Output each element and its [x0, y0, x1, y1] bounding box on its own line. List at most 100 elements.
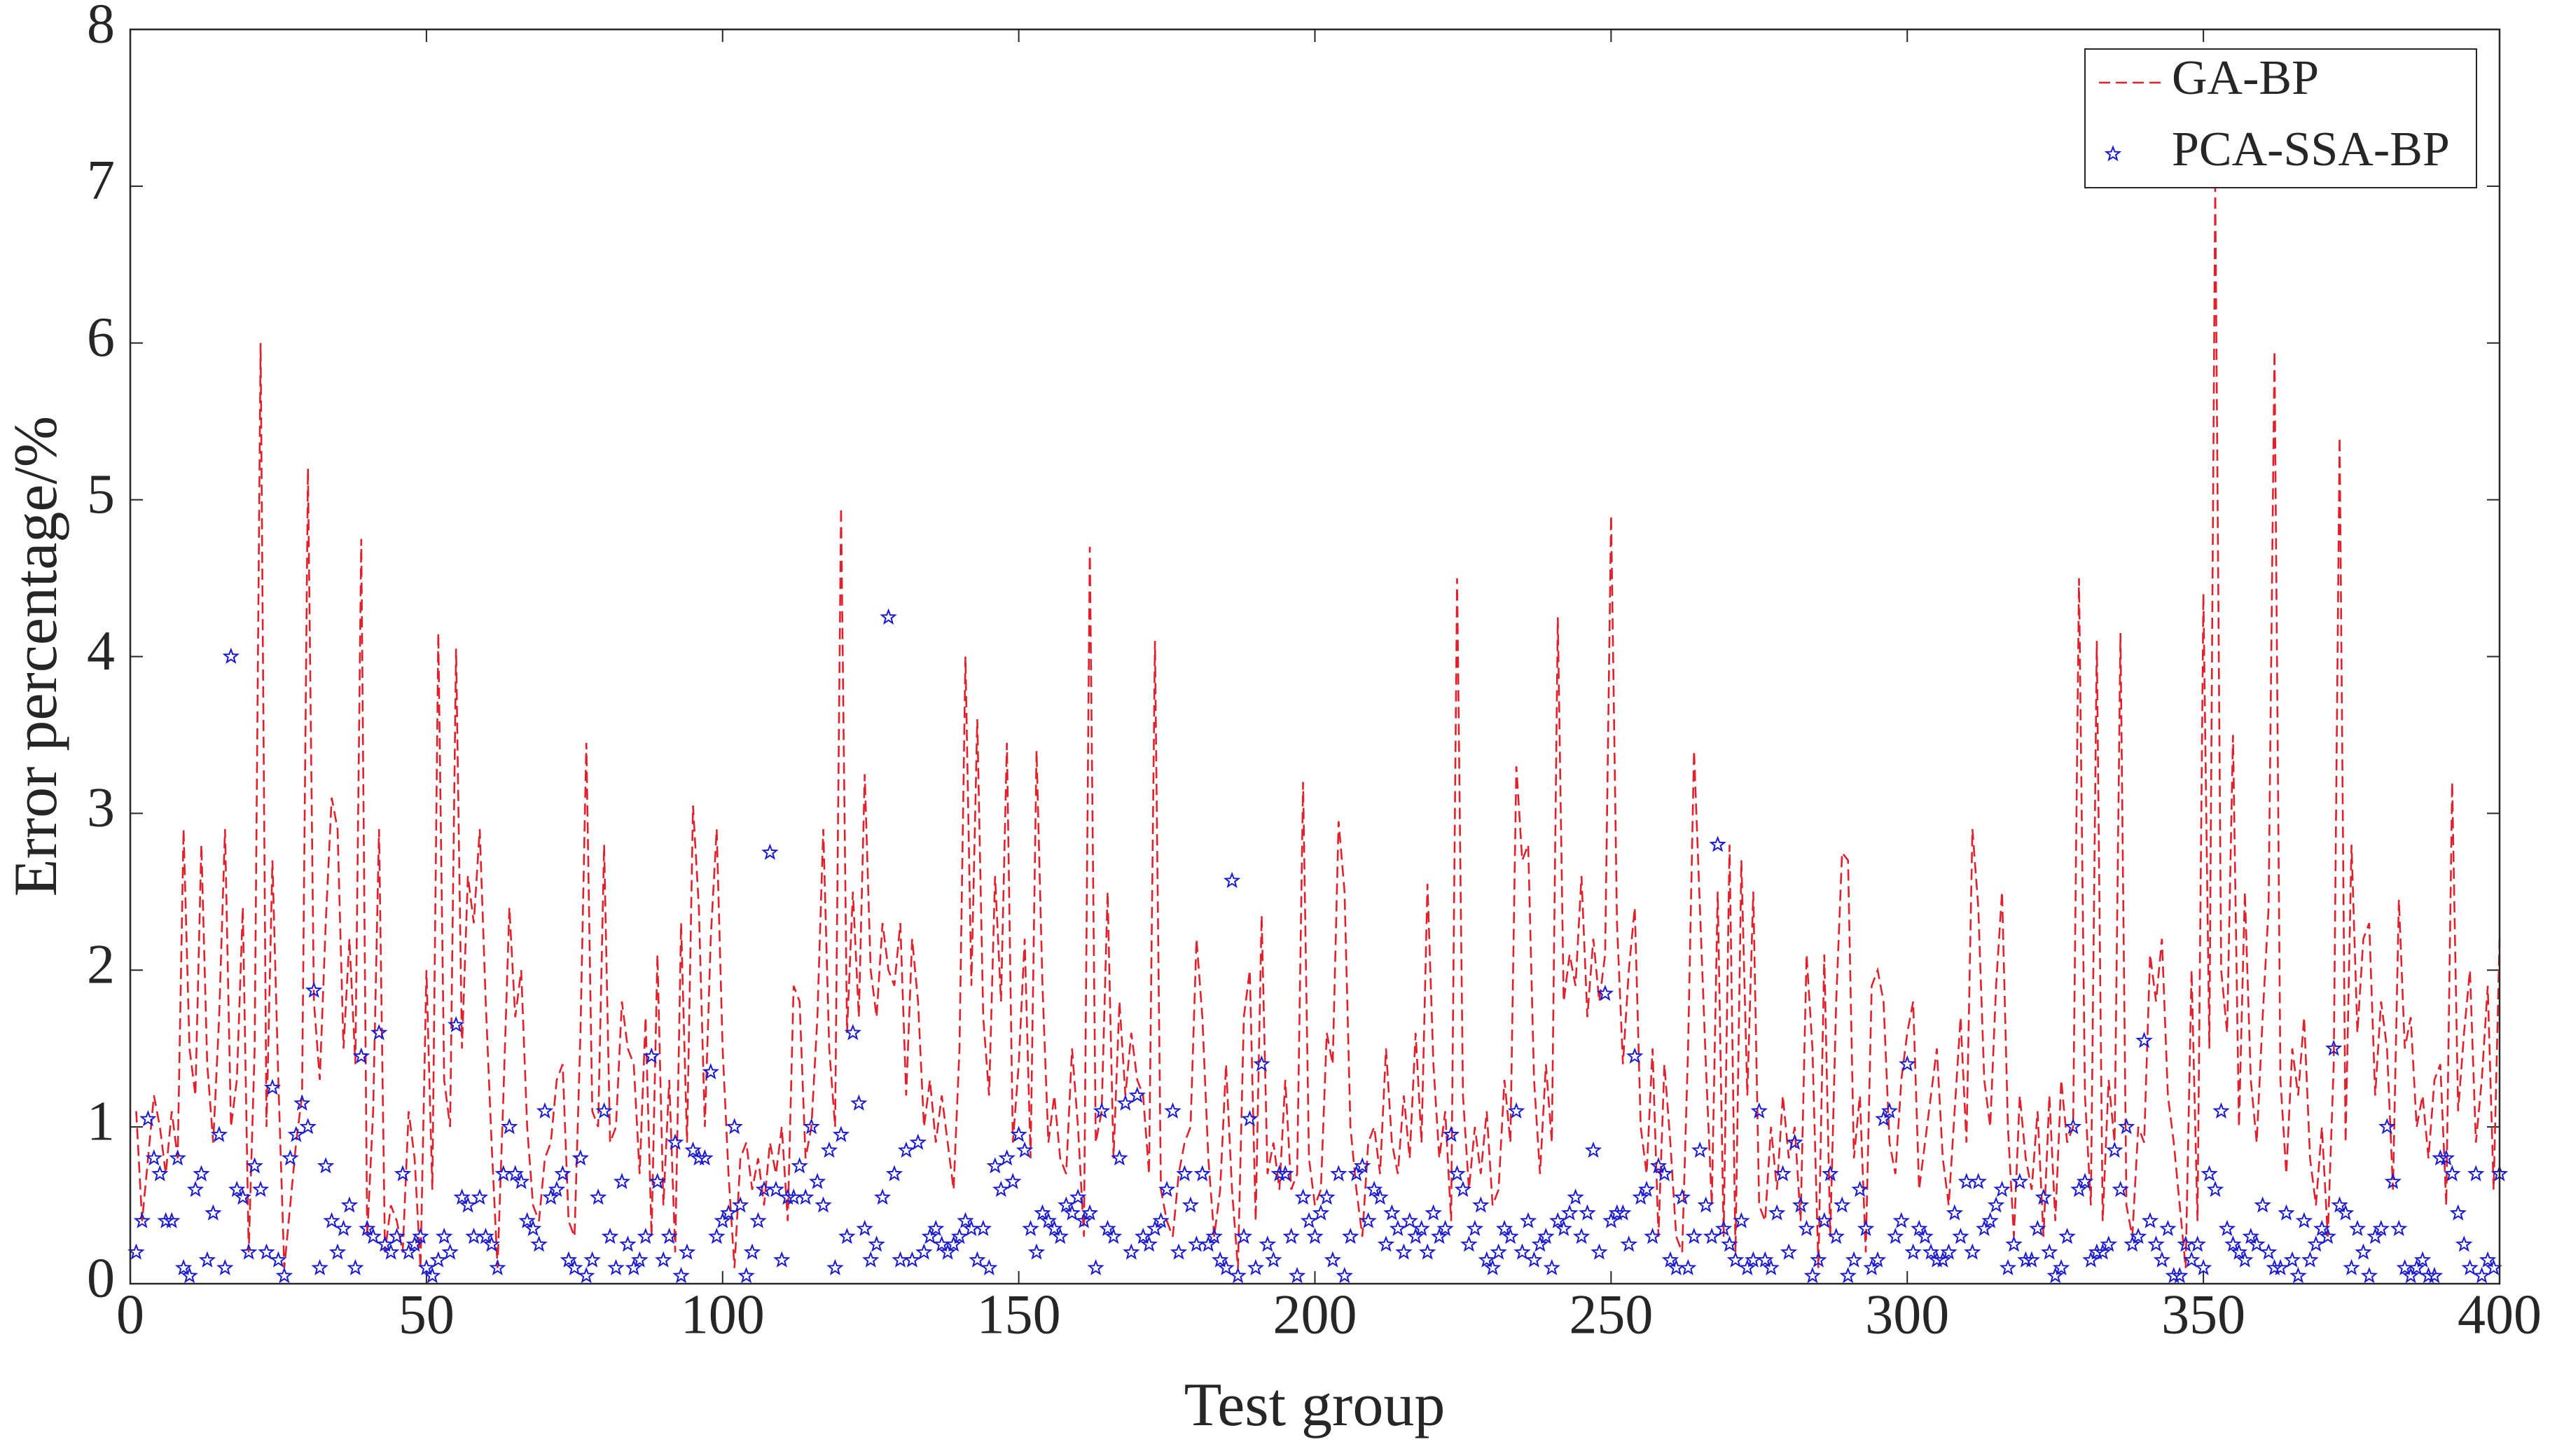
- star-marker: [1596, 984, 1614, 1001]
- star-marker: [903, 1251, 921, 1268]
- star-marker: [1762, 1259, 1780, 1276]
- star-marker: [2189, 1235, 2206, 1252]
- star-marker: [1863, 1259, 1880, 1276]
- star-marker: [1721, 1235, 1738, 1252]
- star-marker: [2153, 1251, 2171, 1268]
- star-marker: [832, 1125, 850, 1142]
- star-marker: [1774, 1165, 1792, 1181]
- star-marker: [222, 647, 240, 664]
- star-marker: [1353, 1157, 1371, 1174]
- star-marker: [305, 981, 323, 998]
- star-marker: [1359, 1212, 1377, 1228]
- star-marker: [1288, 1266, 1306, 1284]
- star-marker: [2367, 1227, 2384, 1244]
- star-marker: [2230, 1243, 2248, 1260]
- star-marker: [2011, 1172, 2029, 1189]
- star-marker: [583, 1251, 601, 1268]
- star-marker: [980, 1259, 998, 1276]
- star-marker: [672, 1266, 690, 1284]
- star-marker: [554, 1165, 571, 1181]
- star-marker: [613, 1172, 631, 1189]
- x-tick-label: 0: [116, 1284, 144, 1345]
- star-marker: [1685, 1227, 1703, 1244]
- star-marker: [696, 1149, 714, 1166]
- star-marker: [1833, 1196, 1851, 1213]
- y-tick-label: 0: [87, 1247, 115, 1309]
- star-marker: [2360, 1266, 2378, 1284]
- star-marker: [2271, 1259, 2289, 1276]
- star-marker: [1282, 1227, 1300, 1244]
- star-marker: [601, 1227, 619, 1244]
- star-marker: [1039, 1212, 1058, 1228]
- star-marker: [1738, 1259, 1756, 1276]
- star-marker: [2070, 1180, 2088, 1198]
- star-marker: [1389, 1219, 1407, 1237]
- star-marker: [1436, 1219, 1454, 1237]
- star-marker: [1235, 1227, 1253, 1244]
- star-marker: [530, 1235, 548, 1252]
- star-marker: [2076, 1172, 2094, 1189]
- star-marker: [1205, 1227, 1223, 1244]
- star-marker: [1383, 1204, 1401, 1221]
- star-marker: [370, 1023, 388, 1041]
- star-marker: [1347, 1165, 1365, 1181]
- star-marker: [2147, 1235, 2165, 1252]
- star-marker: [998, 1149, 1016, 1166]
- star-marker: [1069, 1188, 1087, 1205]
- star-marker: [1401, 1212, 1419, 1228]
- star-marker: [145, 1149, 163, 1166]
- star-marker: [1502, 1227, 1519, 1244]
- star-marker: [2194, 1259, 2212, 1276]
- legend-label: PCA-SSA-BP: [2172, 123, 2450, 176]
- star-marker: [779, 1188, 797, 1205]
- star-marker: [2307, 1235, 2325, 1252]
- star-marker: [938, 1243, 957, 1260]
- star-marker: [1200, 1235, 1217, 1252]
- star-marker: [1887, 1227, 1904, 1244]
- legend-marker: [2104, 145, 2122, 162]
- x-tick-label: 200: [1273, 1284, 1357, 1345]
- star-marker: [2064, 1118, 2082, 1135]
- star-marker: [1217, 1259, 1235, 1276]
- star-marker: [1786, 1133, 1803, 1150]
- star-marker: [1697, 1196, 1714, 1213]
- star-marker: [1229, 1266, 1247, 1284]
- star-marker: [2319, 1227, 2336, 1244]
- star-marker: [2112, 1180, 2129, 1198]
- star-marker: [352, 1047, 370, 1064]
- star-marker: [1714, 1219, 1733, 1237]
- star-marker: [1922, 1243, 1940, 1260]
- star-marker: [850, 1094, 868, 1111]
- y-tick-label: 8: [87, 0, 115, 55]
- star-marker: [1046, 1219, 1063, 1237]
- star-marker: [293, 1094, 311, 1111]
- star-marker: [2129, 1227, 2147, 1244]
- star-marker: [340, 1196, 359, 1213]
- star-marker: [512, 1172, 530, 1189]
- star-marker: [489, 1259, 506, 1276]
- star-marker: [1478, 1251, 1496, 1268]
- x-tick-label: 350: [2161, 1284, 2245, 1345]
- star-marker: [1146, 1219, 1164, 1237]
- star-marker: [1691, 1141, 1709, 1158]
- star-marker: [1170, 1243, 1188, 1260]
- star-marker: [382, 1243, 400, 1260]
- star-marker: [820, 1141, 838, 1158]
- star-marker: [1241, 1110, 1259, 1127]
- star-marker: [2455, 1235, 2473, 1252]
- star-marker: [287, 1125, 305, 1142]
- star-marker: [548, 1180, 566, 1198]
- star-marker: [1661, 1251, 1679, 1268]
- star-marker: [974, 1219, 992, 1237]
- star-marker: [323, 1212, 340, 1228]
- star-marker: [1822, 1165, 1839, 1181]
- star-marker: [1466, 1219, 1484, 1237]
- star-marker: [2212, 1102, 2230, 1119]
- star-marker: [1158, 1180, 1176, 1198]
- star-marker: [2035, 1188, 2053, 1205]
- star-marker: [2135, 1032, 2153, 1048]
- star-marker: [607, 1259, 625, 1276]
- star-marker: [2182, 1251, 2201, 1268]
- star-marker: [246, 1157, 263, 1174]
- star-marker: [1548, 1212, 1567, 1228]
